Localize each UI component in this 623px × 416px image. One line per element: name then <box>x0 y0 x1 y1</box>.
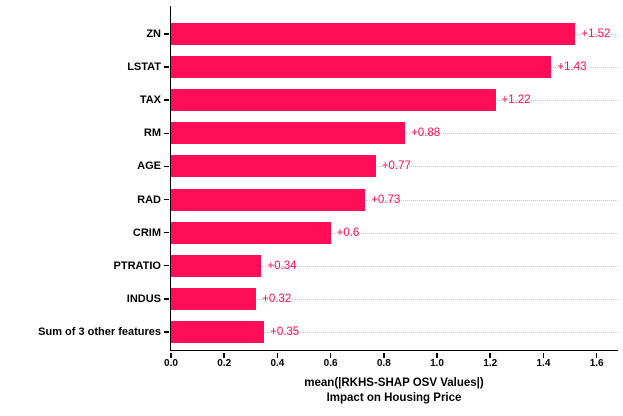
y-tick-mark <box>164 231 169 234</box>
y-tick-label: Sum of 3 other features <box>38 325 161 338</box>
y-tick-mark <box>164 298 169 300</box>
x-tick-label: 0.6 <box>323 358 338 369</box>
y-tick-label: INDUS <box>126 292 161 305</box>
x-axis-title-line2: Impact on Housing Price <box>326 392 462 404</box>
bar-age <box>171 155 376 178</box>
y-tick-mark <box>164 33 169 35</box>
x-tick-mark <box>542 352 545 358</box>
x-tick-mark <box>276 352 279 358</box>
x-tick-mark <box>170 352 172 358</box>
y-tick-label: RAD <box>137 193 161 206</box>
bar-value-label: +0.77 <box>381 160 411 173</box>
y-tick-mark <box>164 331 169 333</box>
plot-area: +1.52 ZN +1.43 LSTAT +1.22 TAX +0.88 RM +0.77 AGE… <box>38 6 618 369</box>
bar-value-label: +0.6 <box>336 226 360 239</box>
x-tick-mark <box>329 352 332 358</box>
x-tick-label: 1.6 <box>589 358 604 369</box>
row-gridline <box>171 298 618 300</box>
y-tick-mark <box>164 198 169 201</box>
bar-value-label: +0.32 <box>262 292 292 305</box>
x-tick-mark <box>595 352 598 358</box>
bar-ptratio <box>171 254 262 277</box>
bar-value-label: +0.35 <box>270 325 300 338</box>
bar-rm <box>171 122 406 145</box>
row-gridline <box>171 331 618 333</box>
bar-crim <box>171 221 331 244</box>
x-tick-label: 1.2 <box>483 358 498 369</box>
bar-zn <box>171 23 576 45</box>
y-tick-mark <box>164 132 169 135</box>
y-tick-mark <box>164 165 169 168</box>
bar-value-label: +1.52 <box>581 28 611 40</box>
row-gridline <box>171 166 618 168</box>
x-axis-title-line1: mean(|RKHS-SHAP OSV Values|) <box>304 377 484 389</box>
bar-value-label: +1.43 <box>557 61 587 74</box>
bar-indus <box>171 287 257 310</box>
y-tick-label: RM <box>143 127 161 140</box>
y-tick-label: ZN <box>146 28 161 40</box>
y-tick-label: LSTAT <box>127 61 161 74</box>
x-tick-label: 1.0 <box>430 358 444 369</box>
bar-value-label: +0.88 <box>411 127 441 140</box>
bar-tax <box>171 89 496 112</box>
x-tick-label: 0.4 <box>270 358 285 369</box>
x-tick-label: 1.4 <box>536 358 551 369</box>
y-tick-label: PTRATIO <box>113 259 161 272</box>
y-tick-label: TAX <box>139 94 161 107</box>
y-tick-mark <box>164 66 169 68</box>
row-gridline <box>171 232 618 234</box>
bar-rad <box>171 188 366 211</box>
bar-value-label: +0.73 <box>371 193 401 206</box>
row-gridline <box>171 265 618 267</box>
x-tick-label: 0.2 <box>217 358 232 369</box>
row-gridline <box>171 199 618 201</box>
x-tick-label: 0.8 <box>376 358 391 369</box>
y-tick-mark <box>164 264 169 267</box>
bar-value-label: +0.34 <box>267 259 297 272</box>
x-tick-mark <box>223 352 225 358</box>
x-tick-mark <box>383 352 385 358</box>
y-tick-mark <box>164 99 169 101</box>
bar-lstat <box>171 56 552 79</box>
bar-value-label: +1.22 <box>501 94 531 107</box>
x-tick-mark <box>436 352 438 358</box>
y-tick-label: CRIM <box>132 226 161 239</box>
bar-sum-of-3-other-features <box>171 320 265 343</box>
x-tick-label: 0.0 <box>164 358 178 369</box>
x-tick-mark <box>489 352 491 358</box>
y-tick-label: AGE <box>137 160 161 173</box>
